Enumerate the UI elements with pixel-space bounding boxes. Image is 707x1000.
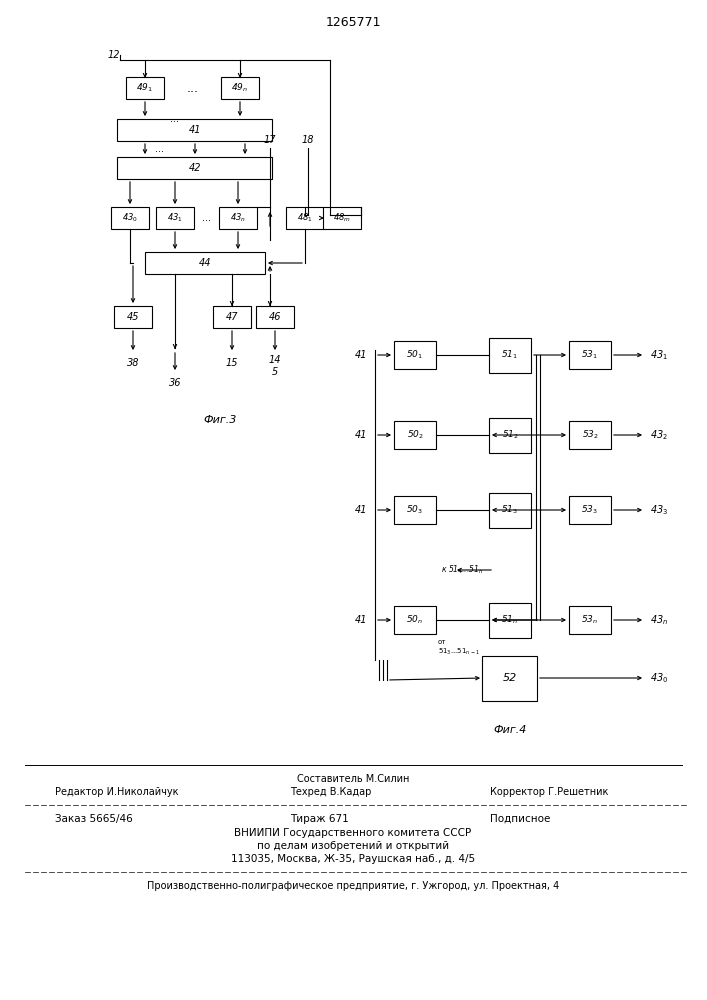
Text: 43$_1$: 43$_1$ (167, 212, 183, 224)
Text: 41: 41 (189, 125, 201, 135)
Bar (221, 77, 259, 99)
Text: 49$_1$: 49$_1$ (136, 82, 153, 94)
Text: Редактор И.Николайчук: Редактор И.Николайчук (55, 787, 178, 797)
Text: по делам изобретений и открытий: по делам изобретений и открытий (257, 841, 449, 851)
Text: 42: 42 (189, 163, 201, 173)
Text: Составитель М.Силин: Составитель М.Силин (297, 774, 409, 784)
Bar (489, 418, 531, 452)
Text: 53$_3$: 53$_3$ (581, 504, 599, 516)
Bar (569, 606, 611, 634)
Text: 5: 5 (272, 367, 278, 377)
Bar (394, 421, 436, 449)
Text: 50$_n$: 50$_n$ (407, 614, 423, 626)
Text: ...: ... (156, 144, 165, 154)
Text: ВНИИПИ Государственного комитета СССР: ВНИИПИ Государственного комитета СССР (235, 828, 472, 838)
Text: Заказ 5665/46: Заказ 5665/46 (55, 814, 133, 824)
Text: Техред В.Кадар: Техред В.Кадар (290, 787, 371, 797)
Text: 17: 17 (264, 135, 276, 145)
Text: 45: 45 (127, 312, 139, 322)
Text: 53$_1$: 53$_1$ (581, 349, 599, 361)
Text: 43$_0$: 43$_0$ (650, 671, 668, 685)
Bar (145, 252, 265, 274)
Text: 43$_0$: 43$_0$ (122, 212, 138, 224)
Text: 48$_1$: 48$_1$ (297, 212, 313, 224)
Text: 14: 14 (269, 355, 281, 365)
Text: 43$_3$: 43$_3$ (650, 503, 668, 517)
Bar (117, 157, 272, 179)
Text: 41: 41 (354, 350, 367, 360)
Bar (126, 77, 164, 99)
Text: 41: 41 (354, 505, 367, 515)
Bar (213, 306, 251, 328)
Text: 50$_3$: 50$_3$ (407, 504, 423, 516)
Bar (156, 207, 194, 229)
Bar (114, 306, 152, 328)
Bar (111, 207, 149, 229)
Text: к 51$_4$...51$_n$: к 51$_4$...51$_n$ (441, 564, 484, 576)
Bar (286, 207, 324, 229)
Bar (489, 338, 531, 372)
Bar (219, 207, 257, 229)
Text: 53$_2$: 53$_2$ (582, 429, 598, 441)
Bar (323, 207, 361, 229)
Text: 43$_1$: 43$_1$ (650, 348, 668, 362)
Text: 36: 36 (169, 378, 181, 388)
Bar (482, 656, 537, 700)
Text: 43$_n$: 43$_n$ (650, 613, 668, 627)
Text: 113035, Москва, Ж-35, Раушская наб., д. 4/5: 113035, Москва, Ж-35, Раушская наб., д. … (231, 854, 475, 864)
Text: 51$_1$: 51$_1$ (501, 349, 518, 361)
Text: 41: 41 (354, 430, 367, 440)
Text: 41: 41 (354, 615, 367, 625)
Text: 38: 38 (127, 358, 139, 368)
Text: 47: 47 (226, 312, 238, 322)
Text: 49$_n$: 49$_n$ (231, 82, 249, 94)
Text: 43$_n$: 43$_n$ (230, 212, 246, 224)
Text: 46: 46 (269, 312, 281, 322)
Text: 43$_2$: 43$_2$ (650, 428, 668, 442)
Text: Подписное: Подписное (490, 814, 550, 824)
Text: 50$_2$: 50$_2$ (407, 429, 423, 441)
Text: 53$_n$: 53$_n$ (581, 614, 599, 626)
Text: 12: 12 (108, 50, 120, 60)
Text: 52: 52 (503, 673, 517, 683)
Bar (256, 306, 294, 328)
Bar (569, 421, 611, 449)
Text: Фиг.3: Фиг.3 (204, 415, 237, 425)
Text: 18: 18 (302, 135, 314, 145)
Text: от
51$_3$...51$_{n-1}$: от 51$_3$...51$_{n-1}$ (438, 639, 479, 657)
Text: Производственно-полиграфическое предприятие, г. Ужгород, ул. Проектная, 4: Производственно-полиграфическое предприя… (147, 881, 559, 891)
Text: ...: ... (202, 213, 211, 223)
Bar (117, 119, 272, 141)
Text: Фиг.4: Фиг.4 (493, 725, 527, 735)
Bar (569, 496, 611, 524)
Text: Корректор Г.Решетник: Корректор Г.Решетник (490, 787, 609, 797)
Bar (489, 492, 531, 528)
Bar (394, 496, 436, 524)
Bar (394, 341, 436, 369)
Bar (569, 341, 611, 369)
Text: 48$_m$: 48$_m$ (333, 212, 351, 224)
Text: 15: 15 (226, 358, 238, 368)
Text: 51$_n$: 51$_n$ (501, 614, 518, 626)
Text: 51$_2$: 51$_2$ (501, 429, 518, 441)
Text: ...: ... (170, 114, 180, 124)
Text: 44: 44 (199, 258, 211, 268)
Text: 50$_1$: 50$_1$ (407, 349, 423, 361)
Text: 1265771: 1265771 (325, 15, 381, 28)
Text: Тираж 671: Тираж 671 (290, 814, 349, 824)
Text: ...: ... (187, 82, 199, 95)
Bar (489, 602, 531, 638)
Bar (394, 606, 436, 634)
Text: 51$_3$: 51$_3$ (501, 504, 518, 516)
